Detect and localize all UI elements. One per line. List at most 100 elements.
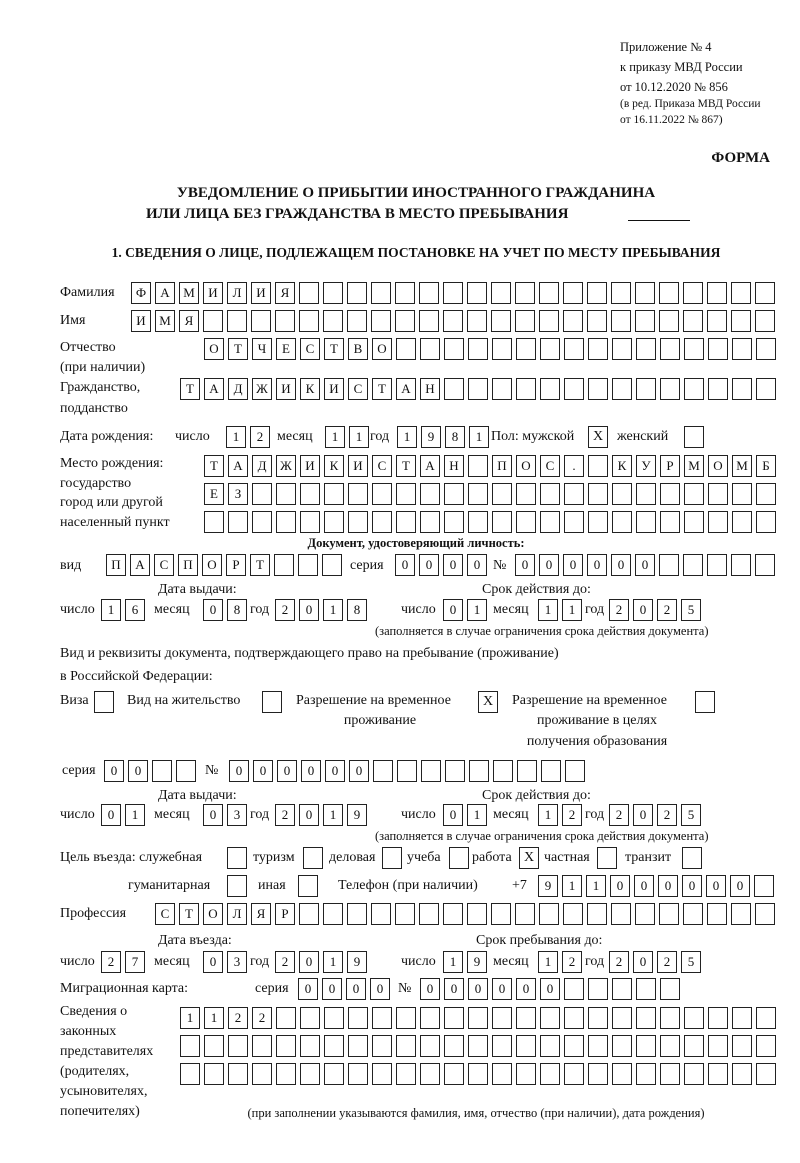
char-cell[interactable] <box>275 310 295 332</box>
char-cell[interactable] <box>587 310 607 332</box>
char-cell[interactable] <box>564 338 584 360</box>
char-cell[interactable] <box>564 1035 584 1057</box>
char-cell[interactable]: 0 <box>203 804 223 826</box>
char-cell[interactable] <box>683 282 703 304</box>
char-cell[interactable] <box>323 282 343 304</box>
char-cell[interactable] <box>347 310 367 332</box>
char-cell[interactable]: 2 <box>657 599 677 621</box>
char-cell[interactable]: М <box>179 282 199 304</box>
char-cell[interactable]: 0 <box>635 554 655 576</box>
char-cell[interactable] <box>371 282 391 304</box>
char-cell[interactable]: 0 <box>516 978 536 1000</box>
char-cell[interactable] <box>274 554 294 576</box>
char-cell[interactable]: 2 <box>609 951 629 973</box>
purpose-work-checkbox[interactable]: X <box>519 847 539 869</box>
char-cell[interactable] <box>588 511 608 533</box>
char-cell[interactable] <box>708 511 728 533</box>
char-cell[interactable]: 9 <box>467 951 487 973</box>
char-cell[interactable]: О <box>202 554 222 576</box>
char-cell[interactable] <box>540 1035 560 1057</box>
char-cell[interactable]: 5 <box>681 599 701 621</box>
char-cell[interactable] <box>419 903 439 925</box>
char-cell[interactable]: П <box>106 554 126 576</box>
char-cell[interactable]: А <box>228 455 248 477</box>
char-cell[interactable]: 2 <box>252 1007 272 1029</box>
char-cell[interactable]: В <box>348 338 368 360</box>
char-cell[interactable] <box>731 310 751 332</box>
char-cell[interactable]: П <box>492 455 512 477</box>
char-cell[interactable]: И <box>324 378 344 400</box>
char-cell[interactable] <box>540 378 560 400</box>
char-cell[interactable] <box>468 1035 488 1057</box>
char-cell[interactable] <box>564 483 584 505</box>
char-cell[interactable] <box>373 760 393 782</box>
char-cell[interactable]: 2 <box>228 1007 248 1029</box>
char-cell[interactable] <box>756 378 776 400</box>
char-cell[interactable] <box>587 282 607 304</box>
char-cell[interactable] <box>635 310 655 332</box>
char-cell[interactable]: 0 <box>298 978 318 1000</box>
char-cell[interactable]: Ф <box>131 282 151 304</box>
char-cell[interactable]: 0 <box>370 978 390 1000</box>
char-cell[interactable]: 2 <box>275 599 295 621</box>
char-cell[interactable] <box>491 903 511 925</box>
char-cell[interactable] <box>180 1035 200 1057</box>
char-cell[interactable] <box>324 1007 344 1029</box>
char-cell[interactable]: 1 <box>443 951 463 973</box>
char-cell[interactable]: Н <box>444 455 464 477</box>
char-cell[interactable]: 1 <box>180 1007 200 1029</box>
char-cell[interactable]: 3 <box>227 951 247 973</box>
char-cell[interactable] <box>755 282 775 304</box>
char-cell[interactable] <box>564 511 584 533</box>
char-cell[interactable]: О <box>204 338 224 360</box>
char-cell[interactable] <box>731 282 751 304</box>
char-cell[interactable] <box>300 483 320 505</box>
char-cell[interactable]: Т <box>180 378 200 400</box>
char-cell[interactable] <box>227 310 247 332</box>
char-cell[interactable] <box>756 1007 776 1029</box>
char-cell[interactable] <box>397 760 417 782</box>
char-cell[interactable] <box>708 338 728 360</box>
char-cell[interactable]: С <box>154 554 174 576</box>
char-cell[interactable] <box>612 1007 632 1029</box>
char-cell[interactable]: 1 <box>101 599 121 621</box>
char-cell[interactable] <box>684 1035 704 1057</box>
char-cell[interactable]: Т <box>372 378 392 400</box>
char-cell[interactable]: 2 <box>562 804 582 826</box>
char-cell[interactable] <box>348 1007 368 1029</box>
purpose-tourism-checkbox[interactable] <box>303 847 323 869</box>
char-cell[interactable] <box>516 1035 536 1057</box>
char-cell[interactable] <box>612 978 632 1000</box>
char-cell[interactable] <box>180 1063 200 1085</box>
char-cell[interactable]: 1 <box>125 804 145 826</box>
char-cell[interactable]: Н <box>420 378 440 400</box>
char-cell[interactable] <box>611 310 631 332</box>
char-cell[interactable] <box>371 310 391 332</box>
char-cell[interactable] <box>322 554 342 576</box>
char-cell[interactable] <box>756 1063 776 1085</box>
char-cell[interactable] <box>564 1063 584 1085</box>
char-cell[interactable] <box>684 378 704 400</box>
char-cell[interactable] <box>372 1007 392 1029</box>
char-cell[interactable]: 0 <box>299 599 319 621</box>
char-cell[interactable]: 0 <box>610 875 630 897</box>
char-cell[interactable] <box>732 1063 752 1085</box>
char-cell[interactable] <box>539 282 559 304</box>
char-cell[interactable] <box>396 483 416 505</box>
char-cell[interactable]: 0 <box>301 760 321 782</box>
char-cell[interactable]: М <box>732 455 752 477</box>
char-cell[interactable]: 2 <box>609 599 629 621</box>
char-cell[interactable] <box>659 554 679 576</box>
char-cell[interactable] <box>540 483 560 505</box>
char-cell[interactable]: 5 <box>681 951 701 973</box>
char-cell[interactable] <box>659 282 679 304</box>
char-cell[interactable] <box>732 1035 752 1057</box>
char-cell[interactable]: И <box>203 282 223 304</box>
char-cell[interactable]: С <box>540 455 560 477</box>
char-cell[interactable]: 9 <box>347 804 367 826</box>
char-cell[interactable] <box>443 282 463 304</box>
char-cell[interactable] <box>612 338 632 360</box>
char-cell[interactable]: 0 <box>587 554 607 576</box>
trp-checkbox[interactable]: X <box>478 691 498 713</box>
char-cell[interactable] <box>492 338 512 360</box>
